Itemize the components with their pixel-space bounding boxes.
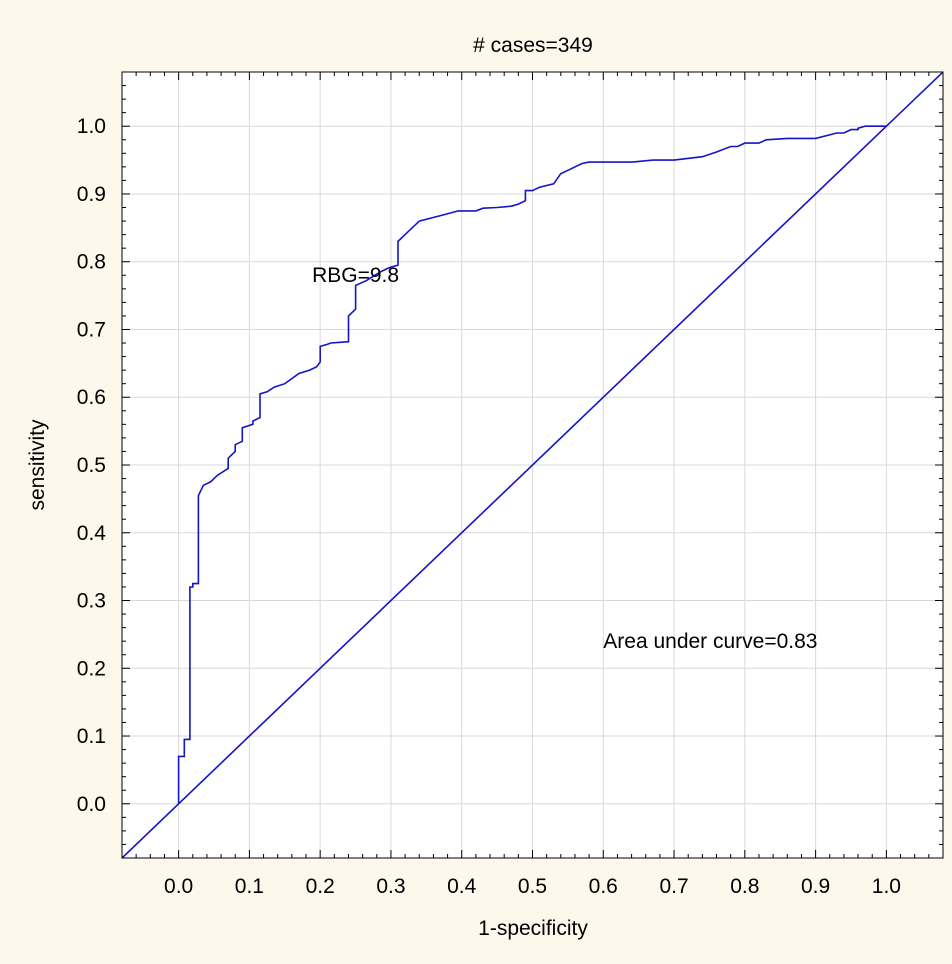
y-tick-label: 0.3 [77, 590, 106, 613]
y-tick-label: 0.1 [77, 725, 106, 748]
x-tick-labels: 0.0 0.1 0.2 0.3 0.4 0.5 0.6 0.7 0.8 0.9 1.0 [164, 875, 901, 898]
y-tick-label: 1.0 [77, 115, 106, 138]
roc-curve-line [177, 125, 887, 804]
x-tick-label: 0.8 [730, 875, 759, 898]
grid-lines [122, 72, 943, 858]
y-tick-label: 0.2 [77, 657, 106, 680]
x-tick-label: 0.1 [235, 875, 264, 898]
x-axis-label: 1-specificity [478, 917, 588, 940]
axis-ticks [121, 71, 944, 859]
plot-frame [121, 71, 944, 859]
y-tick-label: 0.9 [77, 183, 106, 206]
x-tick-label: 0.2 [306, 875, 335, 898]
x-tick-label: 0.9 [801, 875, 830, 898]
y-tick-label: 0.4 [77, 522, 107, 545]
annotations: RBG=9.8 Area under curve=0.83 [312, 264, 817, 653]
y-tick-label: 0.0 [77, 793, 106, 816]
x-tick-label: 1.0 [872, 875, 901, 898]
x-tick-label: 0.7 [659, 875, 688, 898]
y-tick-label: 0.7 [77, 318, 106, 341]
y-tick-label: 0.6 [77, 386, 106, 409]
chart-title: # cases=349 [473, 34, 593, 57]
y-tick-label: 0.8 [77, 251, 106, 274]
x-tick-label: 0.5 [518, 875, 547, 898]
auc-annotation: Area under curve=0.83 [603, 630, 817, 653]
y-tick-label: 0.5 [77, 454, 106, 477]
reference-diagonal-line [122, 72, 943, 858]
y-tick-labels: 0.0 0.1 0.2 0.3 0.4 0.5 0.6 0.7 0.8 0.9 1.0 [77, 115, 107, 816]
x-tick-label: 0.3 [376, 875, 405, 898]
x-tick-label: 0.4 [447, 875, 477, 898]
y-axis-label: sensitivity [26, 419, 49, 511]
x-tick-label: 0.6 [589, 875, 618, 898]
threshold-annotation: RBG=9.8 [312, 264, 399, 287]
roc-curves [122, 72, 943, 858]
x-tick-label: 0.0 [164, 875, 193, 898]
